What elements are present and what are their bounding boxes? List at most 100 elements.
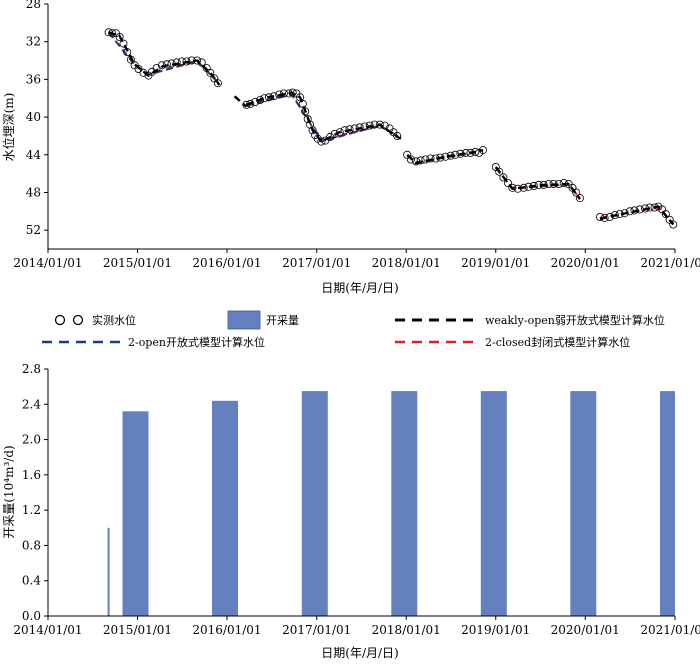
- observed-point: [355, 123, 364, 132]
- observed-point: [406, 155, 415, 164]
- legend-circle-marker: [72, 314, 84, 326]
- observed-point: [478, 146, 487, 155]
- bottom-x-axis-title: 日期(年/月/日): [321, 646, 398, 660]
- observed-point: [134, 65, 143, 74]
- observed-point: [303, 115, 312, 124]
- x-tick-label: 2019/01/01: [461, 256, 530, 270]
- x-tick-label: 2020/01/01: [551, 623, 620, 637]
- observed-point: [426, 154, 435, 163]
- observed-point: [172, 58, 181, 67]
- legend: 实测水位 开采量 weakly-open弱开放式模型计算水位 2-open开放式…: [42, 310, 665, 349]
- observed-point: [446, 151, 455, 160]
- observed-point: [330, 129, 339, 138]
- observed-point: [182, 57, 191, 66]
- observed-point: [375, 120, 384, 129]
- observed-point: [279, 89, 288, 98]
- y-tick-label: 0.0: [22, 609, 41, 623]
- observed-point: [539, 180, 548, 189]
- observed-point: [177, 57, 186, 66]
- legend-label-open2: 2-open开放式模型计算水位: [128, 335, 265, 349]
- observed-point: [340, 126, 349, 135]
- model-line-weakly-open: [245, 91, 402, 144]
- observed-point: [306, 120, 315, 129]
- water-level-marks: [104, 28, 678, 229]
- bottom-x-ticks: 2014/01/01 2015/01/01 2016/01/01 2017/01/01…: [13, 616, 700, 637]
- model-line-2-closed: [246, 93, 402, 142]
- observed-point: [436, 153, 445, 162]
- legend-item-pumping: 开采量: [227, 310, 299, 330]
- y-tick-label: 1.6: [22, 468, 41, 482]
- observed-point: [350, 124, 359, 133]
- observed-point: [421, 155, 430, 164]
- x-tick-label: 2015/01/01: [103, 256, 172, 270]
- pumping-bar: [212, 400, 238, 616]
- observed-point: [412, 157, 421, 166]
- observed-point: [296, 93, 305, 102]
- y-tick-label: 0.8: [22, 538, 41, 552]
- observed-point: [544, 179, 553, 188]
- observed-point: [326, 132, 335, 141]
- y-tick-label: 0.4: [22, 574, 41, 588]
- legend-item-open2: 2-open开放式模型计算水位: [42, 335, 265, 349]
- observed-point: [246, 99, 255, 108]
- model-line-weakly-open: [494, 166, 581, 200]
- y-tick-label: 1.2: [22, 503, 41, 517]
- y-tick-label: 52: [26, 223, 41, 237]
- legend-item-observed: 实测水位: [54, 313, 136, 327]
- observed-point: [260, 94, 269, 103]
- y-tick-label: 32: [26, 35, 41, 49]
- observed-point: [256, 96, 265, 105]
- observed-point: [335, 128, 344, 137]
- observed-point: [495, 167, 504, 176]
- pumping-bar: [570, 391, 597, 616]
- observed-point: [370, 120, 379, 129]
- observed-point: [213, 79, 222, 88]
- observed-point: [630, 206, 639, 215]
- x-tick-label: 2017/01/01: [282, 623, 351, 637]
- legend-circle-marker: [54, 314, 66, 326]
- x-tick-label: 2016/01/01: [192, 623, 261, 637]
- y-tick-label: 36: [26, 72, 41, 86]
- y-tick-label: 2.8: [22, 362, 41, 376]
- observed-point: [288, 88, 297, 97]
- bottom-y-axis-title: 开采量(10⁴m³/d): [2, 445, 16, 538]
- top-x-axis-title: 日期(年/月/日): [321, 281, 398, 295]
- observed-point: [665, 215, 674, 224]
- x-tick-label: 2014/01/01: [13, 623, 82, 637]
- x-tick-label: 2018/01/01: [372, 256, 441, 270]
- observed-point: [269, 92, 278, 101]
- y-tick-label: 2.0: [22, 433, 41, 447]
- top-y-ticks: 28 32 36 40 44 48 52: [26, 0, 48, 237]
- observed-point: [139, 68, 148, 77]
- observed-point: [524, 182, 533, 191]
- legend-label-closed2: 2-closed封闭式模型计算水位: [485, 335, 630, 349]
- model-line-weakly-open: [233, 95, 248, 108]
- pumping-bar: [480, 391, 507, 616]
- pumping-chart: 0.0 0.4 0.8 1.2 1.6 2.0 2.4 2.8 2014/01/01 2015/…: [2, 362, 700, 660]
- x-tick-label: 2016/01/01: [192, 256, 261, 270]
- observed-point: [206, 68, 215, 77]
- observed-point: [559, 178, 568, 187]
- observed-point: [360, 122, 369, 131]
- observed-point: [600, 213, 609, 222]
- observed-point: [456, 149, 465, 158]
- observed-point: [615, 210, 624, 219]
- observed-point: [193, 56, 202, 65]
- observed-point: [365, 121, 374, 130]
- pumping-bar: [301, 391, 328, 616]
- observed-point: [167, 59, 176, 68]
- pumping-marks: [107, 391, 675, 616]
- observed-point: [197, 58, 206, 67]
- observed-point: [534, 180, 543, 189]
- observed-point: [115, 33, 124, 42]
- y-tick-label: 2.4: [22, 397, 41, 411]
- y-tick-label: 28: [26, 0, 41, 11]
- top-y-axis-title: 水位埋深(m): [1, 93, 16, 162]
- observed-point: [298, 99, 307, 108]
- observed-point: [508, 183, 517, 192]
- observed-point: [242, 100, 251, 109]
- observed-point: [451, 150, 460, 159]
- observed-point: [575, 194, 584, 203]
